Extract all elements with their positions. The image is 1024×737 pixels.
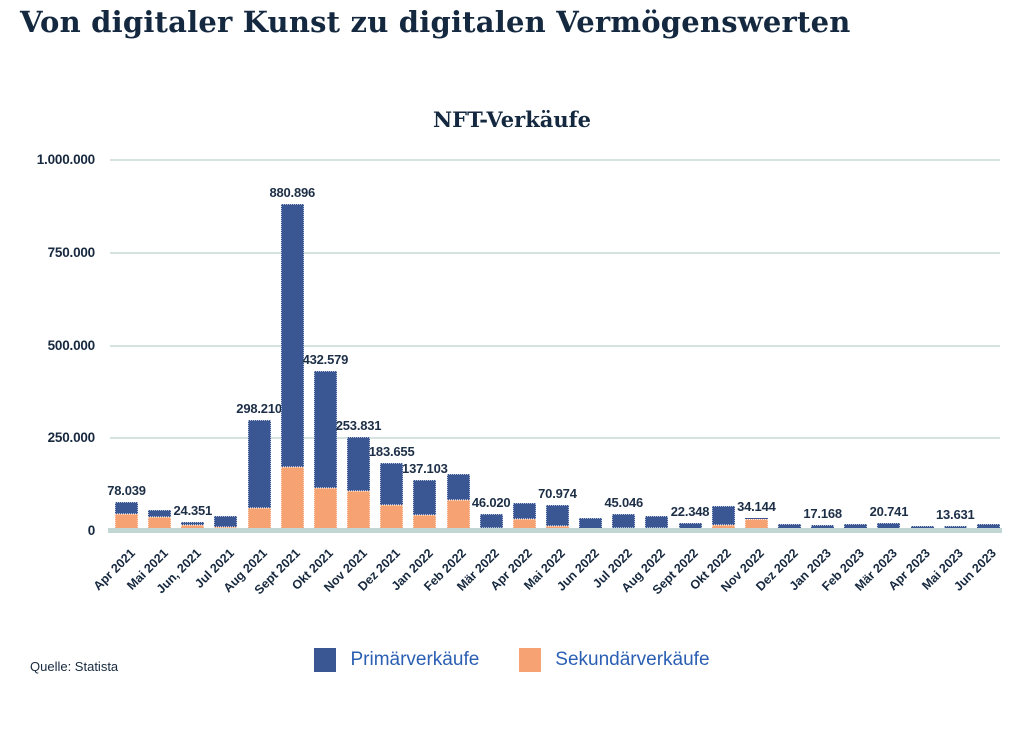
bar-jan-2022-secondary [413, 515, 437, 531]
bar-nov-2022-secondary [744, 519, 768, 531]
bar-mai-2023-primary [943, 525, 967, 530]
bar-value-label-mai-2022: 70.974 [538, 485, 577, 501]
bar-dez-2021-primary [380, 462, 404, 506]
y-axis-label-500000: 500.000 [47, 337, 96, 353]
bar-value-label-jul-2022: 45.046 [604, 495, 644, 511]
bar-jul-2022-primary [612, 514, 636, 529]
bar-jan-2022-primary [413, 480, 437, 516]
primary-sales-swatch [314, 648, 337, 672]
bar-value-label-m-r-2022: 46.020 [471, 494, 511, 510]
bar-apr-2021-secondary [115, 513, 138, 531]
bar-apr-2022-secondary [512, 519, 536, 531]
y-axis-label-0: 0 [87, 523, 96, 538]
gridline-500000 [110, 344, 1000, 347]
bar-value-label-jan-2022: 137.103 [402, 461, 448, 477]
x-axis-baseline [108, 528, 1002, 533]
bar-jun-2022-primary [579, 518, 603, 530]
bar-okt-2021-secondary [313, 487, 337, 531]
bar-value-label-nov-2022: 34.144 [737, 499, 776, 515]
legend-label-secondary: Sekundärverkäufe [555, 649, 710, 670]
bar-okt-2022-secondary [711, 524, 735, 531]
bar-feb-2022-secondary [446, 500, 470, 531]
bar-jun-2023-primary [976, 524, 1000, 531]
bar-mai-2021-secondary [148, 517, 172, 531]
legend-item-primary: Primärverkäufe [314, 648, 479, 672]
legend-label-primary: Primärverkäufe [350, 649, 480, 670]
bar-value-label-nov-2021: 253.831 [335, 417, 382, 433]
bar-value-label-okt-2021: 432.579 [302, 351, 349, 367]
bar-sept-2022-primary [678, 522, 702, 530]
bar-value-label-m-r-2023: 20.741 [869, 504, 909, 520]
bar-nov-2021-primary [347, 436, 371, 491]
bar-value-label-dez-2021: 183.655 [368, 443, 415, 459]
gridline-250000 [110, 437, 1000, 440]
bar-aug-2021-secondary [247, 507, 271, 531]
bar-dez-2022-primary [778, 524, 801, 531]
bar-nov-2022-primary [744, 518, 768, 520]
bar-sept-2021-primary [280, 204, 304, 468]
bar-value-label-jun-2021: 24.351 [173, 502, 213, 518]
bar-jun-2021-secondary [181, 524, 205, 531]
page-title: Von digitaler Kunst zu digitalen Vermöge… [20, 5, 851, 39]
y-axis-label-750000: 750.000 [47, 244, 96, 260]
bar-mai-2021-primary [148, 510, 172, 518]
bar-jun-2021-primary [181, 521, 205, 525]
bar-value-label-sept-2021: 880.896 [269, 185, 316, 201]
gridline-750000 [110, 251, 1000, 254]
bar-value-label-mai-2023: 13.631 [935, 506, 975, 522]
bar-m-r-2022-primary [479, 513, 503, 529]
source-note: Quelle: Statista [30, 659, 119, 674]
bar-value-label-jan-2023: 17.168 [803, 505, 842, 521]
bar-okt-2022-primary [711, 506, 735, 525]
bar-jul-2021-primary [214, 516, 238, 527]
chart-title: NFT-Verkäufe [432, 107, 592, 132]
bar-feb-2022-primary [446, 473, 470, 501]
legend-item-secondary: Sekundärverkäufe [519, 648, 710, 672]
bar-feb-2023-primary [844, 524, 868, 531]
bar-nov-2021-secondary [347, 490, 371, 531]
bar-sept-2021-secondary [280, 467, 304, 531]
bar-apr-2021-primary [115, 502, 138, 514]
bar-aug-2021-primary [247, 420, 271, 508]
bar-value-label-aug-2021: 298.210 [236, 401, 282, 417]
bar-aug-2022-primary [645, 515, 669, 529]
bar-okt-2021-primary [313, 370, 337, 488]
bar-jan-2023-primary [811, 524, 835, 531]
y-axis-label-250000: 250.000 [47, 430, 96, 446]
secondary-sales-swatch [519, 648, 542, 672]
bar-value-label-sept-2022: 22.348 [670, 503, 710, 519]
gridline-1000000 [110, 159, 1000, 161]
y-axis-label-1000000: 1.000.000 [36, 152, 95, 167]
bar-value-label-apr-2021: 78.039 [107, 483, 146, 499]
bar-apr-2022-primary [512, 502, 536, 520]
bar-mai-2022-primary [545, 504, 569, 527]
legend: Primärverkäufe Sekundärverkäufe [0, 648, 1024, 672]
bar-m-r-2023-primary [877, 523, 901, 531]
bar-dez-2021-secondary [380, 505, 404, 531]
